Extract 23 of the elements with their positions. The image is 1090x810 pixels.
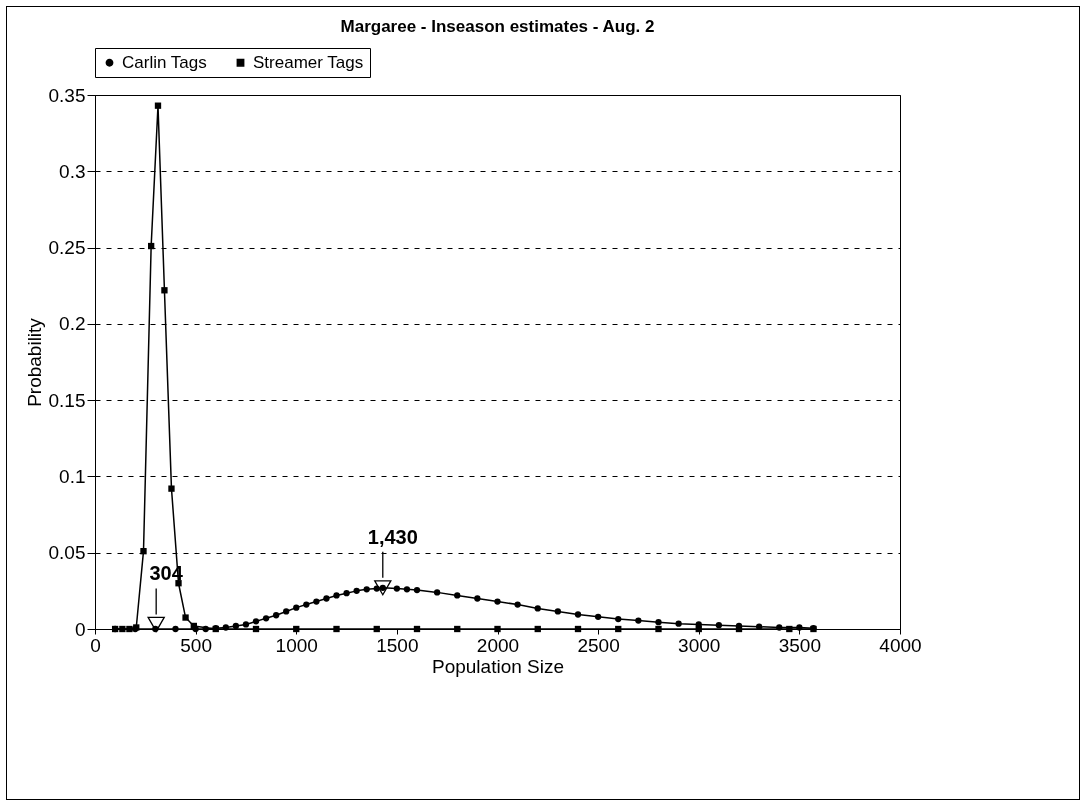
legend-label: Carlin Tags xyxy=(122,52,207,72)
chart-title: Margaree - Inseason estimates - Aug. 2 xyxy=(340,16,655,36)
x-tick-label: 1500 xyxy=(376,634,419,656)
x-tick-label: 500 xyxy=(180,634,212,656)
annotation: 1,430 xyxy=(367,525,418,548)
y-tick-label: 0.2 xyxy=(59,313,86,335)
legend-label: Streamer Tags xyxy=(253,52,364,72)
x-tick-label: 2000 xyxy=(476,634,520,656)
x-tick-label: 4000 xyxy=(879,634,922,656)
x-axis-title: Population Size xyxy=(431,655,565,677)
y-tick-label: 0.15 xyxy=(48,389,86,411)
y-tick-label: 0.3 xyxy=(59,160,86,182)
x-tick-label: 3000 xyxy=(678,634,721,656)
x-tick-label: 3500 xyxy=(778,634,822,656)
x-tick-label: 2500 xyxy=(577,634,620,656)
y-tick-label: 0.1 xyxy=(59,465,86,487)
y-tick-label: 0.05 xyxy=(48,542,86,564)
y-axis-title: Probability xyxy=(23,317,45,407)
y-tick-label: 0.35 xyxy=(48,84,86,106)
y-tick-label: 0 xyxy=(74,618,86,640)
x-tick-label: 1000 xyxy=(275,634,318,656)
y-tick-label: 0.25 xyxy=(48,237,86,259)
x-tick-label: 0 xyxy=(90,634,101,656)
